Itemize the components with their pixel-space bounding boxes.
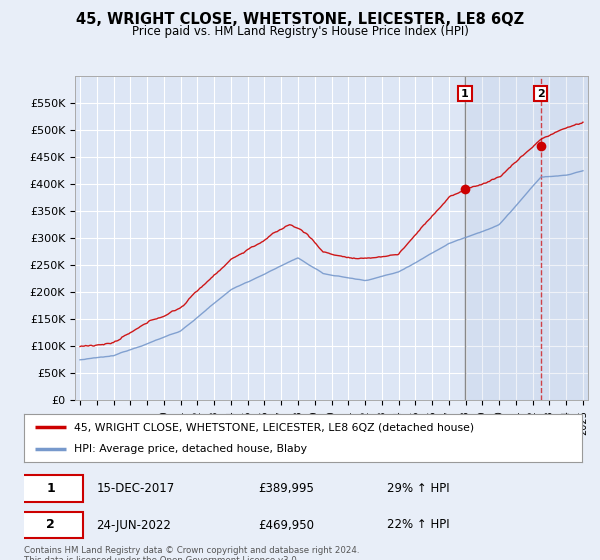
Text: 1: 1 <box>461 88 469 99</box>
Text: Contains HM Land Registry data © Crown copyright and database right 2024.
This d: Contains HM Land Registry data © Crown c… <box>24 546 359 560</box>
Text: £389,995: £389,995 <box>259 482 314 495</box>
Text: HPI: Average price, detached house, Blaby: HPI: Average price, detached house, Blab… <box>74 444 307 454</box>
Text: 2: 2 <box>46 519 55 531</box>
Text: £469,950: £469,950 <box>259 519 314 531</box>
FancyBboxPatch shape <box>19 511 83 539</box>
Bar <box>465 76 588 400</box>
Text: Price paid vs. HM Land Registry's House Price Index (HPI): Price paid vs. HM Land Registry's House … <box>131 25 469 38</box>
Text: 29% ↑ HPI: 29% ↑ HPI <box>387 482 449 495</box>
Text: 1: 1 <box>46 482 55 495</box>
Text: 24-JUN-2022: 24-JUN-2022 <box>97 519 172 531</box>
Text: 22% ↑ HPI: 22% ↑ HPI <box>387 519 449 531</box>
Text: 2: 2 <box>537 88 545 99</box>
Text: 45, WRIGHT CLOSE, WHETSTONE, LEICESTER, LE8 6QZ (detached house): 45, WRIGHT CLOSE, WHETSTONE, LEICESTER, … <box>74 422 475 432</box>
FancyBboxPatch shape <box>19 475 83 502</box>
Text: 15-DEC-2017: 15-DEC-2017 <box>97 482 175 495</box>
Text: 45, WRIGHT CLOSE, WHETSTONE, LEICESTER, LE8 6QZ: 45, WRIGHT CLOSE, WHETSTONE, LEICESTER, … <box>76 12 524 27</box>
